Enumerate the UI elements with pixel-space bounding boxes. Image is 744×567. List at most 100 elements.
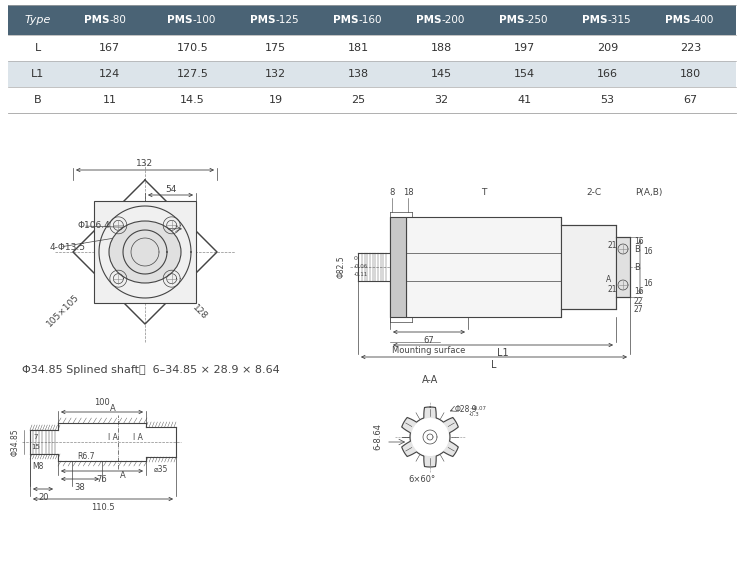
Text: Φ34.85 Splined shaft，  6–34.85 × 28.9 × 8.64: Φ34.85 Splined shaft， 6–34.85 × 28.9 × 8… xyxy=(22,365,280,375)
Text: B: B xyxy=(634,244,640,253)
Bar xyxy=(390,217,406,317)
Text: R6.7: R6.7 xyxy=(77,452,94,461)
Text: 27: 27 xyxy=(634,306,644,315)
Text: -315: -315 xyxy=(608,15,631,25)
Text: 167: 167 xyxy=(99,43,120,53)
Text: 188: 188 xyxy=(431,43,452,53)
Text: P(A,B): P(A,B) xyxy=(635,188,662,197)
Text: A-A: A-A xyxy=(422,375,438,385)
Text: B: B xyxy=(634,263,640,272)
Text: 8: 8 xyxy=(389,188,394,197)
Text: 25: 25 xyxy=(351,95,365,105)
Text: 132: 132 xyxy=(136,159,153,168)
Text: Φ28.9: Φ28.9 xyxy=(455,404,478,413)
Text: 180: 180 xyxy=(680,69,701,79)
Text: 18: 18 xyxy=(403,188,414,197)
Text: -100: -100 xyxy=(193,15,216,25)
Text: 105×105: 105×105 xyxy=(45,292,81,328)
Text: 22: 22 xyxy=(634,298,644,307)
Text: 21: 21 xyxy=(608,240,618,249)
Text: 7: 7 xyxy=(33,434,38,440)
Text: 0: 0 xyxy=(354,256,358,261)
Text: 67: 67 xyxy=(684,95,698,105)
Text: 181: 181 xyxy=(348,43,369,53)
Bar xyxy=(8,87,736,113)
Text: 6-8.64: 6-8.64 xyxy=(373,424,382,451)
Circle shape xyxy=(411,418,449,456)
Text: -250: -250 xyxy=(525,15,548,25)
Text: L: L xyxy=(35,43,41,53)
Text: L1: L1 xyxy=(497,348,509,358)
Text: 100: 100 xyxy=(94,398,110,407)
Bar xyxy=(8,61,736,87)
Text: 76: 76 xyxy=(97,475,107,484)
Text: 16: 16 xyxy=(634,238,644,247)
Text: 127.5: 127.5 xyxy=(176,69,208,79)
Text: +0.07: +0.07 xyxy=(469,407,486,412)
Text: 166: 166 xyxy=(597,69,618,79)
Text: 15: 15 xyxy=(31,444,40,450)
Text: 67: 67 xyxy=(423,336,434,345)
Text: 16: 16 xyxy=(643,278,652,287)
Text: 6×60°: 6×60° xyxy=(408,475,435,484)
Text: 16: 16 xyxy=(643,247,652,256)
Text: 16: 16 xyxy=(634,287,644,297)
Text: 223: 223 xyxy=(680,43,701,53)
Text: -80: -80 xyxy=(109,15,126,25)
Text: 145: 145 xyxy=(431,69,452,79)
Text: 54: 54 xyxy=(165,184,176,193)
Text: B: B xyxy=(34,95,42,105)
Text: PMS: PMS xyxy=(665,15,690,25)
Text: Φ34.85: Φ34.85 xyxy=(11,428,20,456)
Text: -125: -125 xyxy=(275,15,299,25)
Text: -0.11: -0.11 xyxy=(354,272,368,277)
Text: PMS: PMS xyxy=(499,15,525,25)
Text: T: T xyxy=(481,188,486,197)
Text: -200: -200 xyxy=(441,15,465,25)
Bar xyxy=(406,217,561,317)
Bar xyxy=(8,5,736,35)
Text: -160: -160 xyxy=(359,15,382,25)
Bar xyxy=(8,35,736,61)
Text: 11: 11 xyxy=(103,95,117,105)
Text: -0.06: -0.06 xyxy=(354,264,368,269)
Text: I A: I A xyxy=(108,433,118,442)
Text: 154: 154 xyxy=(514,69,535,79)
Text: 124: 124 xyxy=(99,69,120,79)
Text: PMS: PMS xyxy=(167,15,193,25)
Text: 175: 175 xyxy=(265,43,286,53)
Text: 19: 19 xyxy=(269,95,283,105)
Text: 209: 209 xyxy=(597,43,618,53)
Text: 110.5: 110.5 xyxy=(92,503,115,512)
Text: ⌀35: ⌀35 xyxy=(154,465,168,474)
Text: PMS: PMS xyxy=(333,15,359,25)
Text: 41: 41 xyxy=(517,95,531,105)
Text: PMS: PMS xyxy=(416,15,441,25)
Bar xyxy=(94,201,196,303)
Text: 53: 53 xyxy=(600,95,615,105)
Ellipse shape xyxy=(109,221,181,283)
Text: 14.5: 14.5 xyxy=(180,95,205,105)
Text: A: A xyxy=(606,274,612,284)
Bar xyxy=(616,237,630,297)
Text: 128: 128 xyxy=(190,303,209,321)
Text: Mounting surface: Mounting surface xyxy=(392,346,466,355)
Text: Φ82.5: Φ82.5 xyxy=(337,256,346,278)
Text: 197: 197 xyxy=(514,43,535,53)
Text: L: L xyxy=(491,360,497,370)
Text: A: A xyxy=(110,404,116,413)
Bar xyxy=(561,225,616,309)
Text: PMS: PMS xyxy=(582,15,608,25)
Text: A: A xyxy=(120,471,126,480)
Text: I A: I A xyxy=(133,433,143,442)
Text: PMS: PMS xyxy=(84,15,109,25)
Text: M8: M8 xyxy=(32,462,44,471)
Polygon shape xyxy=(402,407,458,467)
Text: Type: Type xyxy=(25,15,51,25)
Text: 138: 138 xyxy=(348,69,369,79)
Text: 38: 38 xyxy=(74,483,86,492)
Polygon shape xyxy=(73,180,217,324)
Text: 21: 21 xyxy=(608,285,618,294)
Text: 20: 20 xyxy=(39,493,49,502)
Text: L1: L1 xyxy=(31,69,45,79)
